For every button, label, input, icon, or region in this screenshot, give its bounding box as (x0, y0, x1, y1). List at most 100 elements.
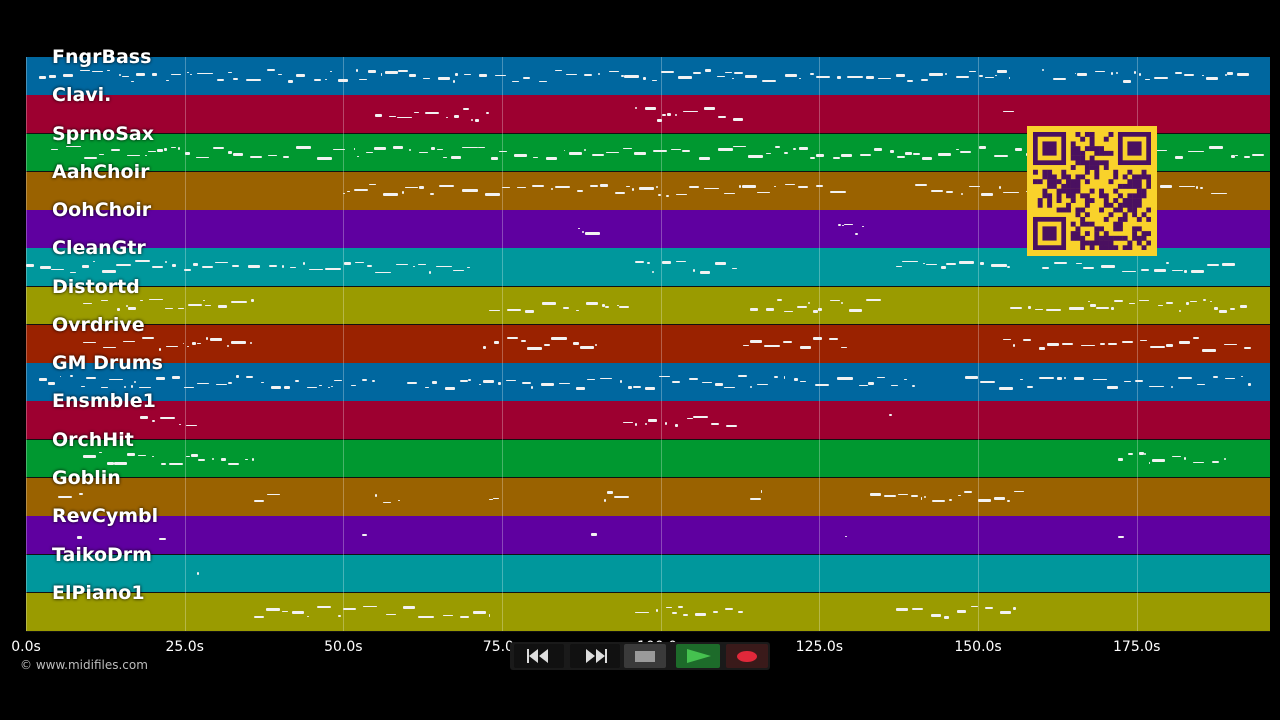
note-mark (1128, 453, 1133, 455)
note-mark (353, 148, 356, 150)
note-mark (125, 305, 128, 307)
note-mark (290, 266, 296, 269)
note-mark (961, 193, 963, 195)
track-lane[interactable] (26, 516, 1270, 555)
note-mark (734, 72, 743, 74)
note-mark (1027, 306, 1031, 310)
note-mark (756, 383, 768, 386)
note-mark (418, 616, 434, 618)
note-mark (63, 73, 73, 77)
note-mark (65, 145, 81, 148)
note-mark (692, 269, 695, 273)
note-mark (689, 186, 700, 188)
track-lane[interactable] (26, 439, 1270, 479)
note-mark (702, 381, 712, 384)
note-mark (841, 302, 844, 304)
note-mark (592, 154, 605, 156)
fast-forward-button[interactable] (570, 644, 620, 668)
note-mark (471, 119, 474, 121)
rewind-button[interactable] (514, 644, 564, 668)
track-lane[interactable] (26, 286, 1270, 326)
note-mark (837, 376, 853, 380)
note-mark (689, 378, 698, 380)
note-mark (1184, 74, 1195, 76)
note-mark (478, 383, 481, 386)
note-mark (522, 77, 531, 79)
note-mark (579, 346, 594, 350)
stop-button[interactable] (624, 644, 666, 668)
note-mark (213, 147, 224, 149)
note-mark (172, 375, 181, 379)
note-mark (79, 69, 91, 72)
note-mark (1213, 376, 1218, 378)
note-mark (195, 156, 210, 159)
note-mark (874, 148, 883, 152)
note-mark (1211, 192, 1228, 195)
note-mark (855, 233, 859, 235)
note-mark (130, 384, 133, 388)
note-mark (666, 112, 671, 116)
note-mark (1074, 376, 1085, 380)
note-mark (1003, 338, 1012, 341)
note-mark (683, 614, 689, 616)
note-mark (489, 498, 493, 501)
track-lane[interactable] (26, 363, 1270, 402)
note-mark (343, 608, 357, 610)
note-mark (197, 72, 213, 75)
note-mark (635, 423, 638, 427)
note-mark (658, 375, 671, 378)
note-mark (1022, 339, 1032, 341)
track-lane[interactable] (26, 57, 1270, 96)
track-lane[interactable] (26, 554, 1270, 594)
note-mark (1224, 377, 1236, 380)
play-icon (687, 649, 711, 663)
note-mark (829, 338, 838, 340)
play-button[interactable] (676, 644, 720, 668)
track-lane[interactable] (26, 477, 1270, 517)
note-mark (1111, 71, 1114, 75)
note-mark (83, 341, 97, 344)
note-mark (531, 386, 534, 390)
note-mark (165, 79, 170, 82)
note-mark (356, 155, 359, 158)
note-mark (327, 386, 330, 389)
note-mark (944, 615, 949, 619)
record-button[interactable] (726, 644, 768, 668)
note-mark (230, 301, 247, 303)
note-mark (712, 611, 719, 613)
note-mark (331, 385, 334, 388)
note-mark (1117, 458, 1124, 462)
note-mark (1100, 343, 1106, 345)
note-mark (865, 75, 875, 79)
note-mark (282, 264, 285, 268)
note-mark (776, 299, 782, 301)
note-mark (1179, 341, 1191, 345)
note-mark (133, 381, 136, 383)
note-mark (218, 305, 228, 309)
note-mark (675, 114, 677, 116)
note-mark (920, 79, 928, 81)
note-mark (994, 74, 997, 77)
note-mark (898, 493, 909, 496)
note-mark (1110, 307, 1114, 311)
note-mark (1199, 187, 1203, 189)
note-mark (585, 301, 599, 305)
note-mark (718, 116, 727, 118)
note-mark (931, 500, 945, 502)
note-mark (217, 79, 224, 81)
note-mark (698, 156, 711, 160)
note-mark (182, 342, 185, 345)
note-mark (798, 147, 809, 151)
note-mark (1068, 307, 1085, 311)
note-mark (514, 153, 527, 157)
note-mark (774, 185, 777, 188)
note-mark (206, 336, 209, 340)
note-mark (798, 186, 808, 188)
note-mark (652, 150, 668, 152)
note-mark (189, 73, 192, 76)
note-mark (424, 386, 429, 389)
note-mark (478, 146, 485, 149)
note-mark (840, 346, 848, 349)
track-lane[interactable] (26, 324, 1270, 364)
note-mark (1209, 145, 1223, 149)
